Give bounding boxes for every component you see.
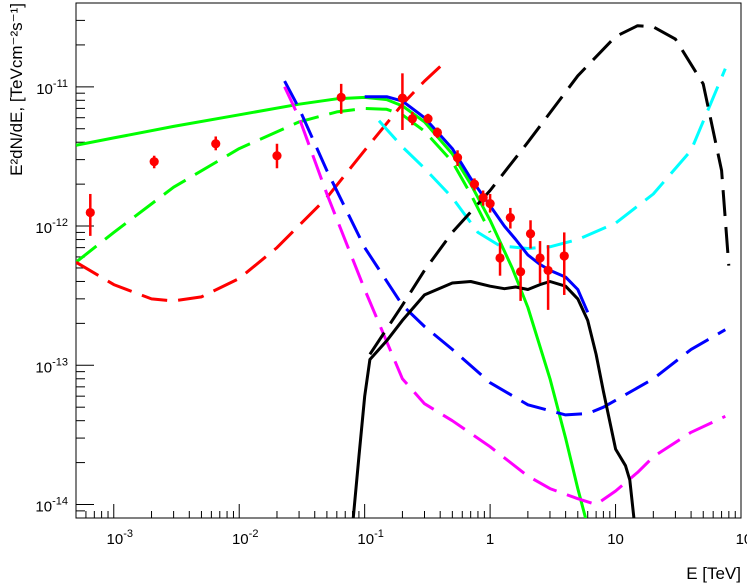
axis-ticks <box>75 2 742 519</box>
data-point <box>211 139 221 149</box>
model-curve-1 <box>76 95 588 518</box>
y-axis-label: E²dN/dE, [TeVcm⁻²s⁻¹] <box>7 3 26 176</box>
data-point <box>535 253 545 263</box>
model-curve-7 <box>368 24 731 356</box>
y-tick-label: 10-12 <box>35 217 68 237</box>
y-tick-label: 10-11 <box>36 78 68 98</box>
x-tick-label: 10 <box>607 531 624 548</box>
data-point <box>515 267 526 277</box>
data-points <box>85 73 569 310</box>
data-point <box>469 179 480 189</box>
plot-frame <box>75 2 742 519</box>
model-curve-6 <box>377 68 727 250</box>
data-point <box>397 93 408 103</box>
data-point <box>272 151 282 161</box>
y-tick-label: 10-13 <box>35 356 68 376</box>
data-point <box>505 213 515 223</box>
data-point <box>478 193 488 203</box>
data-point <box>432 127 442 138</box>
x-tick-label: 1 <box>486 531 494 548</box>
x-tick-label: 10-2 <box>232 528 258 548</box>
model-curve-5 <box>283 86 726 506</box>
data-point <box>423 114 433 124</box>
data-point <box>407 114 417 124</box>
data-point <box>85 207 95 218</box>
model-curve-3 <box>76 65 442 303</box>
data-point <box>452 153 463 163</box>
data-point <box>485 198 495 209</box>
model-curve-4 <box>283 80 727 417</box>
x-tick-label: 10-1 <box>357 528 383 548</box>
data-point <box>559 251 569 261</box>
x-tick-label: 10-3 <box>107 528 133 548</box>
data-point <box>543 265 553 276</box>
data-point <box>525 229 536 239</box>
model-curve-2 <box>76 106 492 264</box>
y-tick-label: 10-14 <box>35 496 68 516</box>
data-point <box>495 253 505 263</box>
data-point <box>149 157 159 167</box>
model-curve-8 <box>364 95 590 313</box>
x-axis-label: E [TeV] <box>686 564 741 583</box>
x-tick-label: 102 <box>736 528 747 548</box>
data-point <box>336 92 346 102</box>
